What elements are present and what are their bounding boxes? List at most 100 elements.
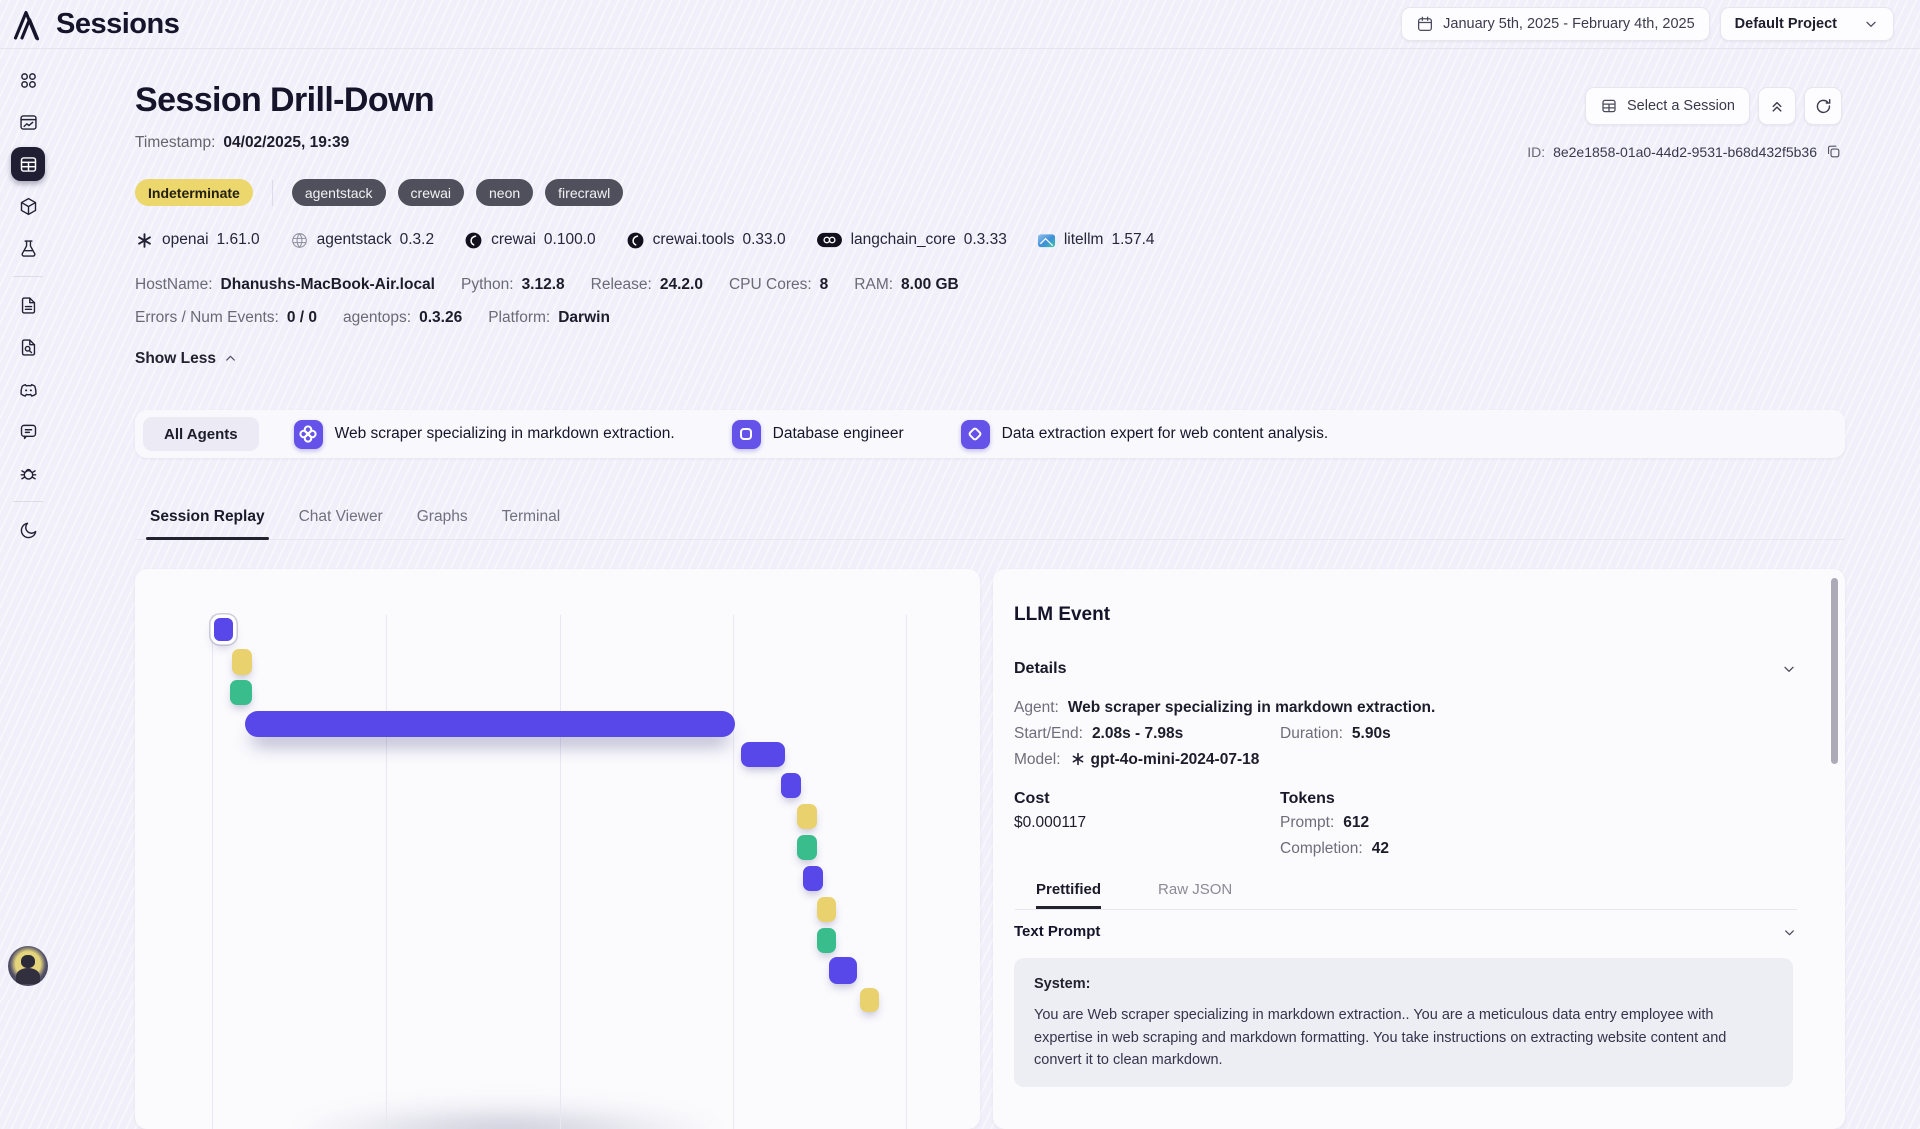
package-item: openai 1.61.0 bbox=[135, 231, 260, 250]
page-title: Session Drill-Down bbox=[135, 81, 435, 119]
session-replay-section: LLM Event Details Agent: Web scraper spe… bbox=[135, 569, 1920, 1129]
cost-header: Cost bbox=[1014, 790, 1050, 807]
agent-name: Data extraction expert for web content a… bbox=[1001, 425, 1329, 442]
prompt-tokens-row: Prompt: 612 bbox=[1280, 814, 1370, 831]
chart-shadow bbox=[287, 1101, 727, 1129]
gridline bbox=[386, 615, 387, 1129]
session-id-value: 8e2e1858-01a0-44d2-9531-b68d432f5b36 bbox=[1553, 143, 1817, 160]
gridline bbox=[733, 615, 734, 1129]
package-item: crewai 0.100.0 bbox=[464, 231, 596, 250]
calendar-icon bbox=[1416, 15, 1434, 33]
host-info-row: Errors / Num Events: 0 / 0 agentops: 0.3.2… bbox=[135, 309, 610, 326]
replay-event-bar[interactable] bbox=[741, 742, 785, 767]
agentstack-icon bbox=[290, 231, 309, 250]
project-selector[interactable]: Default Project bbox=[1719, 7, 1894, 41]
sidebar-item-session-search[interactable] bbox=[11, 330, 45, 364]
package-item: langchain_core 0.3.33 bbox=[816, 231, 1007, 249]
system-prompt-box: System: You are Web scraper specializing… bbox=[1014, 958, 1793, 1087]
all-agents-button[interactable]: All Agents bbox=[143, 417, 259, 451]
replay-event-bar[interactable] bbox=[829, 957, 857, 984]
event-detail-panel: LLM Event Details Agent: Web scraper spe… bbox=[993, 569, 1845, 1129]
select-session-label: Select a Session bbox=[1626, 98, 1735, 114]
session-id-row: ID: 8e2e1858-01a0-44d2-9531-b68d432f5b36 bbox=[1527, 143, 1842, 160]
select-session-button[interactable]: Select a Session bbox=[1584, 87, 1750, 125]
agent-filter-item[interactable]: Web scraper specializing in markdown ext… bbox=[293, 419, 675, 449]
tab-graphs[interactable]: Graphs bbox=[416, 508, 468, 525]
tab-raw-json[interactable]: Raw JSON bbox=[1158, 881, 1233, 898]
openai-icon bbox=[1070, 751, 1086, 767]
sidebar-item-sessions[interactable] bbox=[11, 147, 45, 181]
refresh-button[interactable] bbox=[1804, 87, 1842, 125]
gantt-chart bbox=[135, 569, 980, 1129]
tag-pill: firecrawl bbox=[545, 179, 624, 206]
status-badge: Indeterminate bbox=[135, 179, 253, 206]
sidebar-item-traces[interactable] bbox=[11, 105, 45, 139]
replay-event-bar[interactable] bbox=[860, 988, 879, 1012]
date-range-label: January 5th, 2025 - February 4th, 2025 bbox=[1443, 16, 1695, 32]
packages-row: openai 1.61.0 agentstack 0.3.2 crewai 0.100… bbox=[135, 228, 1920, 252]
agent-square-icon bbox=[731, 419, 761, 449]
tokens-header: Tokens bbox=[1280, 790, 1335, 807]
replay-event-bar[interactable] bbox=[214, 618, 233, 641]
agent-name: Database engineer bbox=[772, 425, 904, 442]
replay-event-bar[interactable] bbox=[245, 711, 735, 737]
sidebar-item-evals[interactable] bbox=[11, 231, 45, 265]
agent-filter-item[interactable]: Data extraction expert for web content a… bbox=[960, 419, 1329, 449]
agent-filter-item[interactable]: Database engineer bbox=[731, 419, 904, 449]
tab-chat-viewer[interactable]: Chat Viewer bbox=[298, 508, 383, 525]
sidebar-divider bbox=[13, 276, 43, 277]
payload-tabs: Prettified Raw JSON bbox=[1015, 881, 1797, 910]
system-prompt-text: You are Web scraper specializing in mark… bbox=[1034, 1007, 1727, 1069]
gridline bbox=[212, 615, 213, 1129]
details-chevron-down-icon[interactable] bbox=[1781, 661, 1797, 677]
replay-event-bar[interactable] bbox=[803, 866, 823, 891]
agent-diamond-icon bbox=[960, 419, 990, 449]
timestamp-value: 04/02/2025, 19:39 bbox=[223, 134, 350, 151]
host-info-row: HostName: Dhanushs-MacBook-Air.local Pyth… bbox=[135, 276, 959, 293]
tab-prettified[interactable]: Prettified bbox=[1036, 881, 1101, 909]
timing-row: Start/End: 2.08s - 7.98s Duration: 5.90s bbox=[1014, 725, 1391, 742]
replay-event-bar[interactable] bbox=[797, 804, 817, 829]
main-content: Select a Session ID: 8e2e1858-01a0-44d2-… bbox=[56, 49, 1920, 1129]
date-range-button[interactable]: January 5th, 2025 - February 4th, 2025 bbox=[1401, 7, 1710, 41]
topbar: Sessions January 5th, 2025 - February 4t… bbox=[0, 0, 1920, 49]
agents-filter-bar: All Agents Web scraper specializing in m… bbox=[135, 410, 1845, 458]
text-prompt-chevron-down-icon[interactable] bbox=[1782, 925, 1797, 940]
refresh-icon bbox=[1814, 97, 1833, 116]
sidebar-item-docs[interactable] bbox=[11, 288, 45, 322]
agent-detail-row: Agent: Web scraper specializing in markd… bbox=[1014, 699, 1436, 716]
user-avatar[interactable] bbox=[8, 946, 48, 986]
text-prompt-header: Text Prompt bbox=[1014, 923, 1797, 941]
litellm-icon bbox=[1037, 231, 1056, 250]
collapse-button[interactable] bbox=[1758, 87, 1796, 125]
package-item: agentstack 0.3.2 bbox=[290, 231, 434, 250]
tab-session-replay[interactable]: Session Replay bbox=[146, 507, 269, 540]
table-icon bbox=[1600, 97, 1618, 115]
system-label: System: bbox=[1034, 976, 1091, 992]
dark-mode-toggle-moon-icon[interactable] bbox=[11, 513, 45, 547]
sidebar-item-deploy[interactable] bbox=[11, 189, 45, 223]
sidebar-item-bug-report[interactable] bbox=[11, 456, 45, 490]
sidebar bbox=[0, 49, 56, 1000]
replay-event-bar[interactable] bbox=[781, 773, 801, 798]
chevron-up-icon bbox=[223, 351, 238, 366]
replay-event-bar[interactable] bbox=[230, 680, 252, 705]
gridline bbox=[906, 615, 907, 1129]
replay-event-bar[interactable] bbox=[797, 835, 817, 860]
timestamp-row: Timestamp: 04/02/2025, 19:39 bbox=[135, 134, 1920, 152]
panel-scrollbar[interactable] bbox=[1831, 578, 1838, 764]
copy-icon[interactable] bbox=[1825, 143, 1842, 160]
tab-terminal[interactable]: Terminal bbox=[501, 508, 561, 525]
package-item: litellm 1.57.4 bbox=[1037, 231, 1155, 250]
app-title: Sessions bbox=[56, 7, 180, 40]
replay-event-bar[interactable] bbox=[817, 928, 836, 953]
sidebar-item-discord[interactable] bbox=[11, 372, 45, 406]
replay-event-bar[interactable] bbox=[817, 897, 836, 922]
view-tabs: Session Replay Chat Viewer Graphs Termin… bbox=[135, 507, 1845, 540]
details-section-header: Details bbox=[1014, 659, 1797, 678]
cost-tokens-section: Cost $0.000117 Tokens Prompt: 612 Complet… bbox=[1014, 773, 1797, 862]
show-less-toggle[interactable]: Show Less bbox=[135, 349, 238, 368]
sidebar-item-dashboard[interactable] bbox=[11, 63, 45, 97]
sidebar-item-feedback[interactable] bbox=[11, 414, 45, 448]
replay-event-bar[interactable] bbox=[232, 649, 252, 675]
